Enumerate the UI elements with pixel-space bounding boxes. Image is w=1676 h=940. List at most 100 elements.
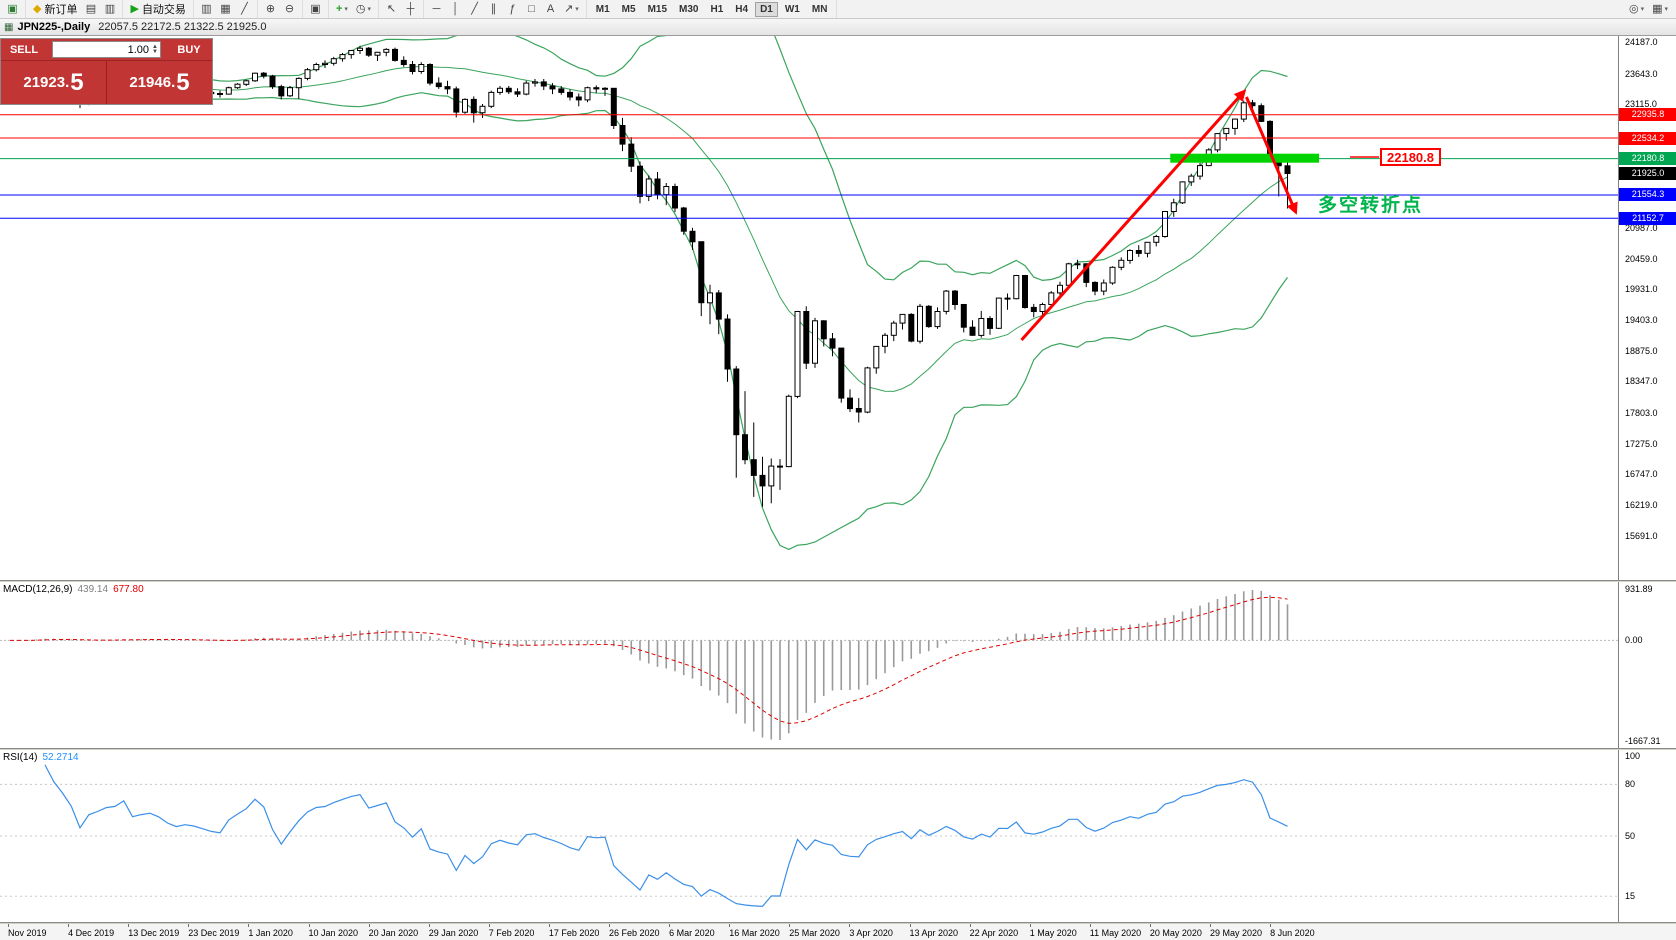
volume-spinner[interactable]: ▲ ▼ (152, 43, 158, 55)
macd-axis[interactable]: 931.89 0.00 -1667.31 (1618, 582, 1676, 748)
timeframe-w1[interactable]: W1 (784, 3, 800, 15)
date-tick (1270, 924, 1272, 927)
zoom-out-icon[interactable]: ⊖ (284, 2, 295, 15)
periods-icon[interactable]: ◷ ▾ (355, 2, 372, 15)
hline-tool-icon[interactable]: ─ (432, 2, 441, 15)
shapes-tool-icon[interactable]: □ (528, 2, 535, 15)
price-tick: 23115.0 (1625, 99, 1657, 110)
vline-tool-icon[interactable]: │ (452, 2, 459, 15)
macd-canvas[interactable] (0, 582, 1618, 748)
candle (1153, 234, 1160, 247)
timeframe-m1[interactable]: M1 (595, 3, 610, 15)
macd-axis-zero: 0.00 (1625, 635, 1643, 646)
autotrading-button[interactable]: ▶ 自动交易 (130, 2, 186, 16)
timeframe-m5[interactable]: M5 (621, 3, 636, 15)
rsi-axis[interactable]: 100 80 50 15 (1618, 750, 1676, 922)
volume-up-icon[interactable]: ▲ (152, 43, 158, 50)
date-label: 10 Jan 2020 (308, 928, 359, 938)
search-icon[interactable]: ◎ ▾ (1628, 2, 1645, 15)
date-tick (669, 924, 671, 927)
price-tick: 15691.0 (1625, 530, 1658, 541)
candle (768, 458, 775, 504)
candle (418, 62, 425, 74)
macd-panel[interactable]: MACD(12,26,9) 439.14 677.80 (0, 582, 1618, 748)
candle (733, 366, 740, 478)
profiles-icon[interactable]: ▦ ▾ (1652, 2, 1668, 15)
cursor-icon[interactable]: ↖ (386, 2, 397, 15)
timeframe-h4[interactable]: H4 (735, 3, 749, 15)
main-chart-panel[interactable]: 22180.8 多空转折点 SELL 1.00 ▲ ▼ BUY 21923. 5 (0, 36, 1618, 580)
fibonacci-tool-icon[interactable]: ƒ (509, 2, 516, 15)
price-tick: 20987.0 (1625, 222, 1658, 233)
timeframe-m15[interactable]: M15 (647, 3, 668, 15)
candle (1109, 266, 1116, 285)
candle (855, 398, 862, 423)
timeframe-mn[interactable]: MN (811, 3, 828, 15)
price-axis[interactable]: 24187.0 23643.0 23115.0 20987.0 20459.0 19931… (1618, 36, 1676, 580)
rsi-axis-100: 100 (1625, 751, 1641, 761)
volume-down-icon: ▼ (152, 48, 158, 55)
candle (427, 63, 433, 86)
timeframe-m30[interactable]: M30 (679, 3, 699, 15)
candle (995, 297, 1002, 329)
candle (698, 241, 705, 317)
zoom-in-icon[interactable]: ⊕ (265, 2, 276, 15)
buy-price[interactable]: 21946. 5 (107, 61, 212, 104)
pivot-zone-bar[interactable] (1170, 153, 1320, 163)
bar-chart-icon[interactable]: ▥ (201, 2, 212, 15)
sell-price[interactable]: 21923. 5 (1, 61, 106, 104)
timeframe-d1[interactable]: D1 (755, 1, 778, 17)
rsi-axis-80: 80 (1625, 779, 1636, 790)
trend-up-arrow[interactable] (1020, 89, 1247, 342)
sell-button[interactable]: SELL (9, 43, 39, 56)
candle (619, 117, 626, 152)
candle (864, 366, 871, 414)
timeframe-h1[interactable]: H1 (710, 3, 724, 15)
date-axis[interactable]: Nov 2019 4 Dec 2019 13 Dec 2019 23 Dec 2019… (0, 924, 1676, 940)
rsi-label: RSI(14) 52.2714 (3, 752, 79, 763)
date-tick (729, 924, 731, 927)
price-callout[interactable]: 22180.8 (1380, 148, 1441, 166)
crosshair-icon[interactable]: ┼ (406, 2, 415, 15)
trade-panel-price-row: 21923. 5 21946. 5 (1, 61, 212, 104)
channel-tool-icon[interactable]: ∥ (490, 2, 497, 15)
candle (1258, 103, 1265, 122)
arrow-tool-icon[interactable]: ↗ ▾ (564, 2, 579, 15)
new-order-button[interactable]: ◆ 新订单 (33, 2, 78, 16)
trend-down-arrow[interactable] (1245, 96, 1298, 215)
buy-button[interactable]: BUY (177, 43, 201, 56)
toolbar-groups: ▣ ◆ 新订单 ▤ ▥ ▶ 自动交易 ▥ ▦ ╱ ⊕ ⊖ ▣ + ▾ ◷ ▾ ↖ ┼ ─ │ ╱ ∥ ƒ □ A ↗ ▾ M1 M5 M15… (0, 0, 1625, 18)
new-chart-icon[interactable]: ▣ (7, 2, 18, 15)
date-tick (8, 924, 9, 927)
line-chart-icon[interactable]: ╱ (241, 2, 248, 15)
candlestick-chart-icon[interactable]: ▦ (220, 2, 231, 15)
candle (637, 161, 643, 204)
pivot-note[interactable]: 多空转折点 (1318, 195, 1424, 216)
candle (803, 306, 810, 369)
candle (759, 456, 766, 507)
candle (1223, 127, 1230, 141)
candle (1284, 159, 1291, 209)
trendline-tool-icon[interactable]: ╱ (471, 2, 478, 15)
price-tag-21925.0: 21925.0 (1619, 166, 1676, 180)
volume-field[interactable]: 1.00 ▲ ▼ (52, 41, 161, 58)
date-tick (128, 924, 130, 927)
rsi-canvas[interactable] (0, 750, 1618, 922)
candle (724, 314, 731, 382)
tile-windows-icon[interactable]: ▣ (310, 2, 321, 15)
price-tag-21554.3: 21554.3 (1619, 188, 1676, 202)
text-tool-icon[interactable]: A (546, 2, 555, 15)
main-chart-canvas[interactable] (0, 36, 1618, 580)
candle (847, 389, 853, 412)
market-watch-icon[interactable]: ▤ (85, 2, 97, 15)
navigator-icon[interactable]: ▥ (104, 2, 116, 15)
candle (934, 307, 941, 329)
panel-splitter-rsi[interactable] (0, 748, 1676, 750)
panel-splitter-macd[interactable] (0, 580, 1676, 582)
indicators-icon[interactable]: + ▾ (335, 2, 348, 15)
candle (794, 310, 801, 399)
candle (470, 96, 477, 123)
price-tick: 24187.0 (1625, 36, 1658, 47)
rsi-panel[interactable]: RSI(14) 52.2714 (0, 750, 1618, 922)
